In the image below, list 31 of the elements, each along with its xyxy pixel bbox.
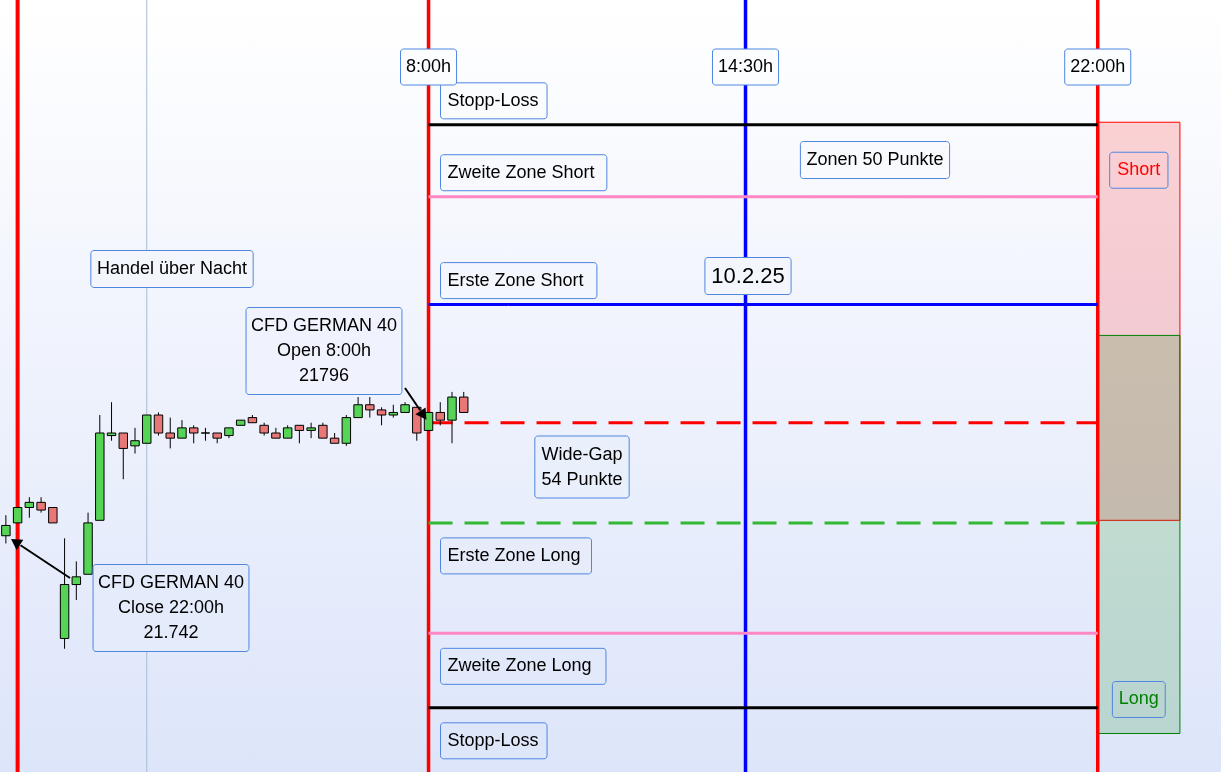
candlestick — [435, 401, 445, 426]
candlestick — [306, 422, 316, 439]
candlestick — [153, 411, 164, 437]
text: Zonen 50 Punkte — [806, 149, 944, 169]
annotation: CFD GERMAN 40 Open 8:00h 21796 — [250, 315, 398, 385]
ref-line-label: Zweite Zone Long — [447, 655, 592, 676]
ref-line-label: Erste Zone Short — [447, 269, 584, 290]
ref-line-label: Stopp-Loss — [447, 89, 539, 110]
candlestick — [365, 396, 375, 419]
candlestick — [36, 496, 46, 514]
candlestick — [24, 496, 35, 519]
ref-line-label: Erste Zone Long — [447, 544, 581, 565]
candlestick — [1, 514, 11, 544]
ref-line-label: Zweite Zone Short — [447, 161, 595, 182]
band-label: Long — [1118, 688, 1159, 709]
candlestick — [118, 432, 128, 480]
x-tick-label: 8:00h — [406, 56, 452, 76]
candlestick — [353, 396, 363, 419]
candlestick — [459, 391, 469, 413]
candlestick — [447, 391, 457, 444]
x-tick-label: 14:30h — [717, 56, 774, 76]
candlestick — [165, 417, 175, 449]
band-label: Short — [1117, 159, 1161, 180]
ref-line-label: Stopp-Loss — [447, 729, 539, 750]
text: 10.2.25 — [711, 263, 785, 288]
annotation: Wide-Gap 54 Punkte — [541, 443, 623, 489]
x-tick-label: 22:00h — [1070, 56, 1126, 76]
annotation: CFD GERMAN 40 Close 22:00h 21.742 — [97, 572, 245, 642]
text: Handel über Nacht — [96, 258, 248, 278]
candlestick — [130, 427, 140, 455]
candlestick — [106, 401, 117, 442]
